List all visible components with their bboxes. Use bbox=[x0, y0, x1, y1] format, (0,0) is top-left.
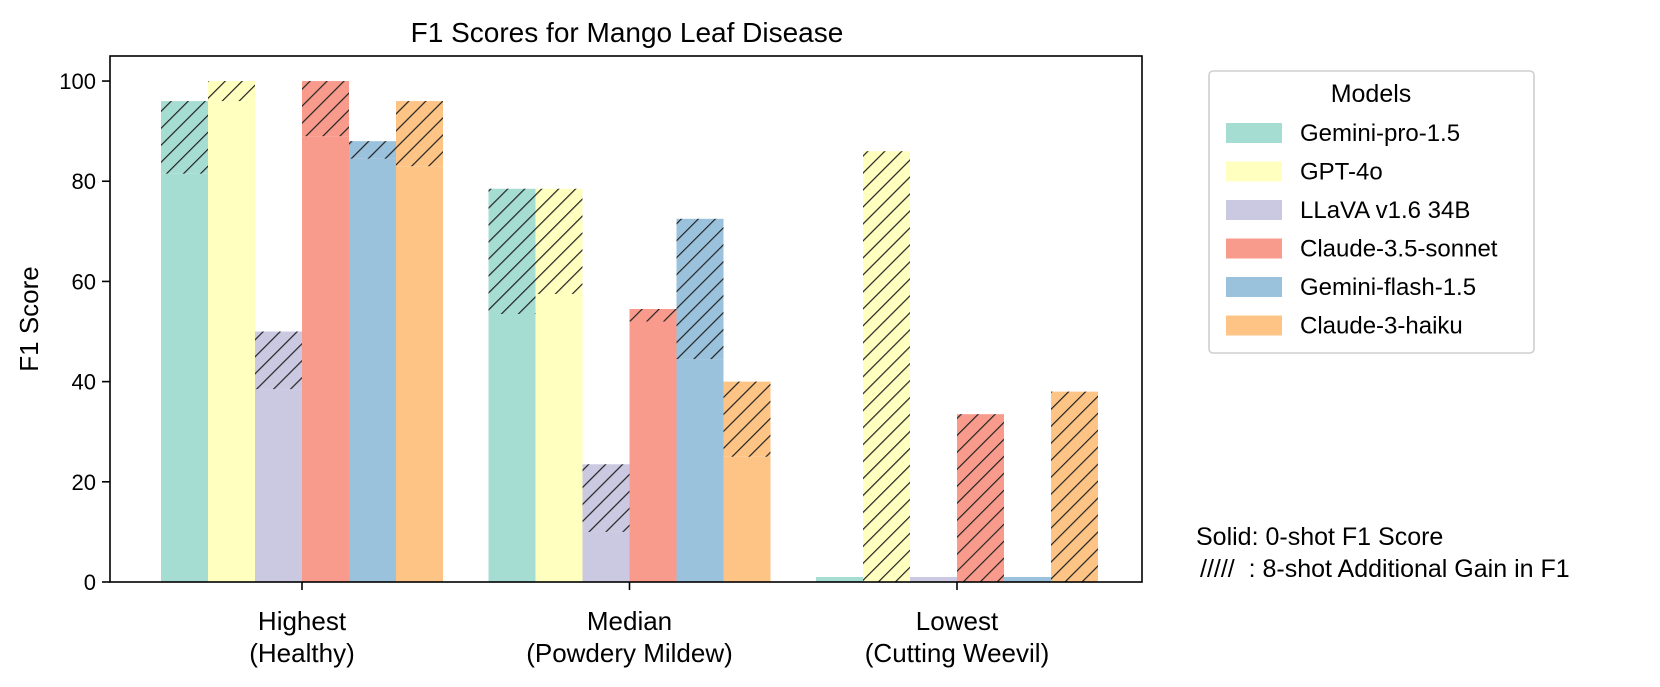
legend-frame bbox=[1208, 70, 1535, 354]
legend-label-2: LLaVA v1.6 34B bbox=[1300, 197, 1470, 224]
x-axis: Highest(Healthy) Median(Powdery Mildew) Lo… bbox=[249, 582, 1049, 668]
bar-gain-hatch-3-0 bbox=[302, 81, 349, 137]
bar-gain-hatch-0-1 bbox=[488, 188, 536, 314]
legend-swatch-0 bbox=[1226, 123, 1282, 143]
bar-gain-hatch-5-1 bbox=[723, 381, 771, 457]
legend-items: Gemini-pro-1.5 GPT-4o LLaVA v1.6 34B Claude… bbox=[1226, 120, 1498, 340]
y-tick-label-4: 80 bbox=[72, 169, 96, 194]
bar-gain-hatch-2-1 bbox=[582, 464, 630, 532]
bar-zero-shot-0-0 bbox=[161, 173, 208, 582]
y-tick-label-1: 20 bbox=[72, 470, 96, 495]
legend-swatch-5 bbox=[1226, 315, 1282, 336]
bar-gain-hatch-5-2 bbox=[1051, 391, 1098, 582]
y-axis-label: F1 Score bbox=[14, 266, 44, 372]
legend-swatch-1 bbox=[1226, 161, 1282, 182]
y-tick-label-5: 100 bbox=[59, 69, 96, 94]
bar-zero-shot-2-0 bbox=[255, 389, 302, 582]
x-tick-label-1-line1: Median bbox=[587, 606, 672, 636]
legend-label-1: GPT-4o bbox=[1300, 159, 1383, 186]
legend-label-5: Claude-3-haiku bbox=[1300, 313, 1463, 340]
bar-gain-hatch-1-2 bbox=[863, 151, 910, 582]
bar-zero-shot-4-0 bbox=[349, 158, 396, 582]
bar-gain-hatch-4-0 bbox=[349, 141, 396, 159]
chart-title: F1 Scores for Mango Leaf Disease bbox=[411, 17, 844, 48]
x-tick-label-1-line2: (Powdery Mildew) bbox=[526, 638, 733, 668]
y-tick-label-3: 60 bbox=[72, 269, 96, 294]
x-tick-label-2-line2: (Cutting Weevil) bbox=[865, 638, 1049, 668]
x-tick-label-2-line1: Lowest bbox=[916, 606, 999, 636]
bar-zero-shot-0-1 bbox=[488, 313, 536, 582]
bar-gain-hatch-3-1 bbox=[629, 308, 677, 322]
legend-swatch-2 bbox=[1226, 200, 1282, 220]
bar-zero-shot-3-0 bbox=[302, 136, 349, 582]
annotation-hatch: ///// : 8-shot Additional Gain in F1 bbox=[1200, 555, 1570, 583]
bar-zero-shot-2-2 bbox=[910, 576, 957, 582]
y-tick-label-2: 40 bbox=[72, 370, 96, 395]
bar-gain-hatch-0-0 bbox=[161, 101, 208, 174]
legend-label-4: Gemini-flash-1.5 bbox=[1300, 274, 1476, 301]
legend-swatch-3 bbox=[1226, 238, 1282, 259]
bar-gain-hatch-1-1 bbox=[535, 188, 583, 294]
x-tick-label-0-line2: (Healthy) bbox=[249, 638, 354, 668]
bar-zero-shot-1-0 bbox=[208, 101, 255, 582]
bar-zero-shot-4-1 bbox=[676, 359, 724, 582]
legend-label-0: Gemini-pro-1.5 bbox=[1300, 120, 1460, 147]
bars-group bbox=[161, 81, 1098, 582]
y-tick-label-0: 0 bbox=[84, 570, 96, 595]
bar-zero-shot-4-2 bbox=[1004, 576, 1051, 582]
bar-zero-shot-5-0 bbox=[396, 166, 443, 582]
bar-gain-hatch-2-0 bbox=[255, 331, 302, 390]
bar-gain-hatch-5-0 bbox=[396, 101, 443, 167]
bar-gain-hatch-3-2 bbox=[957, 414, 1004, 582]
bar-zero-shot-5-1 bbox=[723, 456, 771, 582]
x-tick-label-0-line1: Highest bbox=[258, 606, 347, 636]
legend-label-3: Claude-3.5-sonnet bbox=[1300, 236, 1498, 263]
y-axis: 0 20 40 60 80 100 bbox=[59, 69, 110, 595]
legend: Models Gemini-pro-1.5 GPT-4o LLaVA v1.6 34… bbox=[1208, 70, 1535, 354]
bar-zero-shot-3-1 bbox=[629, 321, 677, 582]
legend-title: Models bbox=[1331, 80, 1412, 108]
annotation-solid: Solid: 0-shot F1 Score bbox=[1196, 523, 1443, 551]
bar-zero-shot-2-1 bbox=[582, 531, 630, 582]
bar-zero-shot-0-2 bbox=[816, 576, 863, 582]
legend-swatch-4 bbox=[1226, 277, 1282, 297]
bar-zero-shot-1-1 bbox=[535, 293, 583, 582]
plot-frame bbox=[109, 55, 1143, 583]
bar-gain-hatch-4-1 bbox=[676, 218, 724, 360]
bar-gain-hatch-1-0 bbox=[208, 81, 255, 102]
